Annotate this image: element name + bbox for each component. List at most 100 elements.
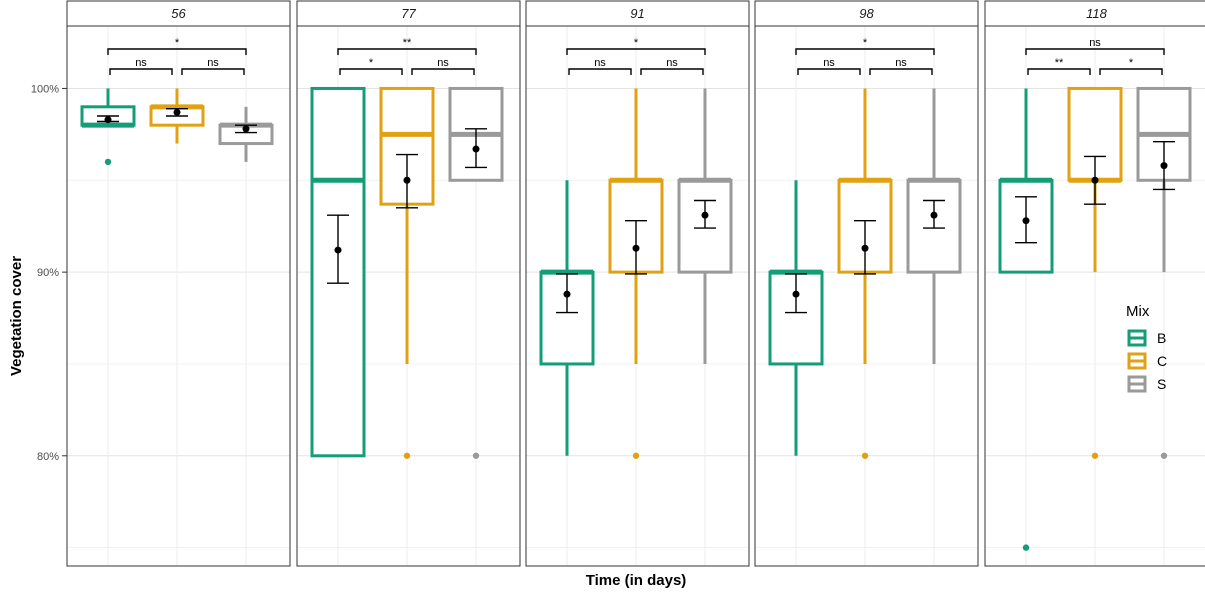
significance-bracket: ** bbox=[337, 37, 477, 55]
mean-point bbox=[104, 116, 112, 124]
panel-border bbox=[296, 25, 521, 567]
significance-label: ** bbox=[1055, 57, 1064, 69]
bracket-line bbox=[869, 68, 933, 75]
significance-bracket: * bbox=[339, 57, 403, 75]
mean-point bbox=[1160, 162, 1168, 170]
bracket-line bbox=[109, 68, 173, 75]
box-S bbox=[1136, 86, 1192, 459]
bracket-line bbox=[1099, 68, 1163, 75]
bracket-line bbox=[1025, 48, 1165, 55]
panel-border bbox=[754, 25, 979, 567]
facet-strip-label: 91 bbox=[630, 6, 644, 21]
significance-bracket: ** bbox=[1027, 57, 1091, 75]
legend-label: C bbox=[1157, 353, 1167, 369]
facet-strip-label: 98 bbox=[859, 6, 874, 21]
y-axis-title: Vegetation cover bbox=[8, 256, 25, 376]
y-tick-label: 80% bbox=[37, 451, 59, 463]
outlier-point bbox=[1022, 544, 1030, 551]
bracket-line bbox=[797, 68, 861, 75]
significance-label: ns bbox=[895, 57, 907, 69]
bracket-line bbox=[411, 68, 475, 75]
legend-title: Mix bbox=[1126, 303, 1150, 320]
significance-label: * bbox=[369, 57, 374, 69]
bracket-line bbox=[566, 48, 706, 55]
legend-entry-C: C bbox=[1127, 352, 1167, 370]
facet-panel-77: 77*** ns bbox=[296, 0, 521, 567]
outlier-point bbox=[472, 452, 480, 459]
significance-bracket: * bbox=[795, 37, 935, 55]
facet-panel-91: 91 * ns ns bbox=[525, 0, 750, 567]
outlier-point bbox=[1160, 452, 1168, 459]
significance-bracket: ns bbox=[869, 57, 933, 75]
significance-label: ns bbox=[823, 57, 835, 69]
bracket-line bbox=[339, 68, 403, 75]
mean-point bbox=[1022, 217, 1030, 225]
box-S bbox=[218, 106, 274, 162]
facet-panel-98: 98 * ns ns bbox=[754, 0, 979, 567]
bracket-line bbox=[795, 48, 935, 55]
bracket-line bbox=[1027, 68, 1091, 75]
facet-strip-label: 56 bbox=[171, 6, 186, 21]
box-C bbox=[608, 88, 664, 459]
box-B bbox=[539, 180, 595, 456]
significance-label: ns bbox=[666, 57, 678, 69]
facet-strip-label: 77 bbox=[401, 6, 416, 21]
significance-label: ns bbox=[135, 57, 147, 69]
facet-strip bbox=[754, 0, 979, 27]
legend-entry-B: B bbox=[1127, 329, 1166, 347]
significance-label: * bbox=[634, 37, 639, 49]
significance-bracket: ns bbox=[797, 57, 861, 75]
y-tick-label: 90% bbox=[37, 267, 59, 279]
bracket-line bbox=[640, 68, 704, 75]
outlier-point bbox=[632, 452, 640, 459]
mean-point bbox=[701, 211, 709, 219]
significance-bracket: ns bbox=[640, 57, 704, 75]
mean-point bbox=[173, 108, 181, 116]
mean-point bbox=[403, 176, 411, 184]
mean-point bbox=[563, 290, 571, 298]
box-S bbox=[906, 88, 962, 364]
facet-strip bbox=[296, 0, 521, 27]
facet-strip bbox=[66, 0, 291, 27]
facet-panel-56: 56 * ns ns bbox=[66, 0, 291, 567]
legend: Mix BCS bbox=[1126, 303, 1167, 393]
panel-border bbox=[66, 25, 291, 567]
box-B bbox=[310, 86, 366, 458]
significance-bracket: * bbox=[566, 37, 706, 55]
mean-point bbox=[242, 125, 250, 133]
box-C bbox=[837, 88, 893, 459]
facet-strip bbox=[984, 0, 1205, 27]
box-B bbox=[80, 88, 136, 166]
significance-label: ** bbox=[403, 37, 412, 49]
significance-bracket: ns bbox=[181, 57, 245, 75]
significance-label: ns bbox=[594, 57, 606, 69]
x-axis-title: Time (in days) bbox=[586, 572, 687, 589]
outlier-point bbox=[403, 452, 411, 459]
significance-label: * bbox=[1129, 57, 1134, 69]
significance-bracket: ns bbox=[1025, 37, 1165, 55]
box-B bbox=[998, 88, 1054, 551]
significance-label: * bbox=[863, 37, 868, 49]
mean-point bbox=[472, 145, 480, 153]
box-S bbox=[677, 88, 733, 364]
box-C bbox=[379, 86, 435, 459]
mean-point bbox=[792, 290, 800, 298]
box-C bbox=[1067, 86, 1123, 459]
facet-strip-label: 118 bbox=[1086, 6, 1107, 21]
significance-bracket: ns bbox=[109, 57, 173, 75]
significance-bracket: ns bbox=[568, 57, 632, 75]
box-S bbox=[448, 86, 504, 459]
mean-point bbox=[861, 244, 869, 252]
mean-point bbox=[632, 244, 640, 252]
significance-bracket: * bbox=[1099, 57, 1163, 75]
panel-border bbox=[984, 25, 1205, 567]
bracket-line bbox=[107, 48, 247, 55]
significance-bracket: * bbox=[107, 37, 247, 55]
legend-label: S bbox=[1157, 376, 1166, 392]
significance-bracket: ns bbox=[411, 57, 475, 75]
significance-label: ns bbox=[1089, 37, 1101, 49]
box-B bbox=[768, 180, 824, 456]
